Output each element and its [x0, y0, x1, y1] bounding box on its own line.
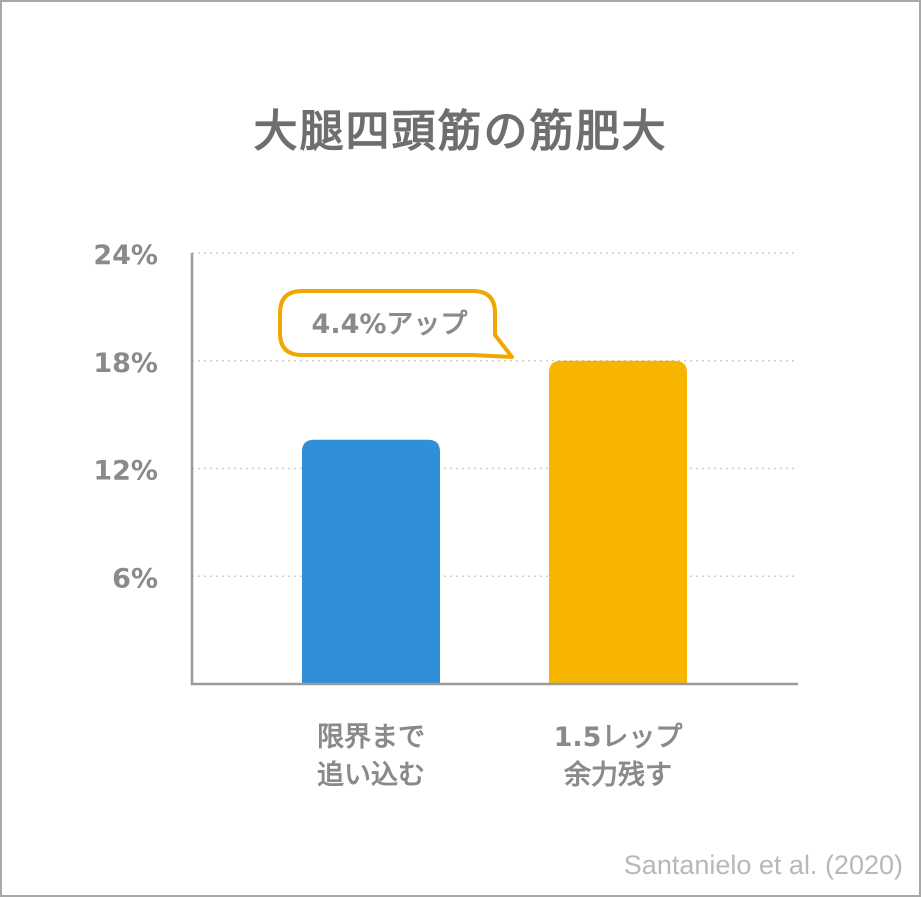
category-label: 1.5レップ [554, 722, 684, 753]
callout-bubble [278, 289, 514, 359]
y-tick-label: 6% [112, 563, 158, 594]
grid-lines [192, 252, 798, 577]
y-tick-label: 18% [93, 348, 158, 379]
y-axis-ticks: 6% 12% 18% 24% [93, 240, 158, 594]
y-tick-label: 24% [93, 240, 158, 271]
category-label: 余力残す [563, 759, 672, 791]
category-label: 限界まで [317, 722, 425, 753]
annotation-callout: 4.4%アップ [278, 289, 514, 359]
category-label: 追い込む [317, 759, 425, 791]
source-citation: Santanielo et al. (2020) [623, 850, 903, 880]
y-tick-label: 12% [93, 456, 158, 487]
chart-title: 大腿四頭筋の筋肥大 [253, 106, 668, 157]
axes [190, 253, 798, 686]
bars [302, 360, 687, 684]
bar [302, 439, 440, 684]
bar [549, 360, 687, 684]
callout-text: 4.4%アップ [312, 309, 469, 340]
